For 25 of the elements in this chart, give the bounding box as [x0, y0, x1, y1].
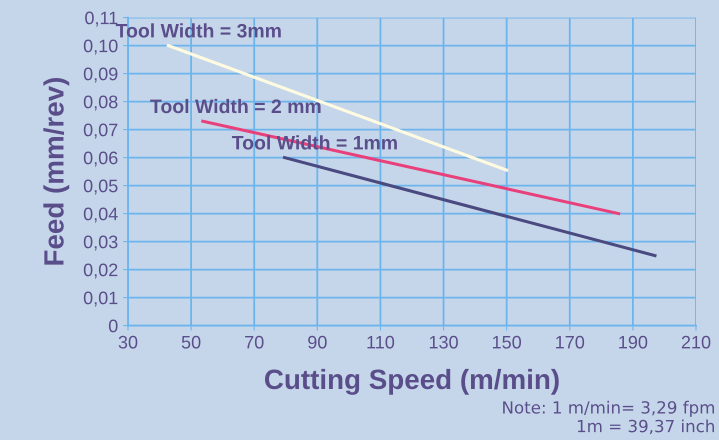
y-tick-label: 0,08	[84, 96, 118, 110]
x-tick-label: 130	[430, 336, 458, 349]
x-tick-label: 70	[245, 336, 264, 349]
x-axis-title: Cutting Speed (m/min)	[264, 368, 559, 395]
y-axis-title: Feed (mm/rev)	[43, 78, 70, 265]
y-tick-label: 0,01	[84, 292, 118, 306]
y-tick-label: 0,05	[84, 180, 118, 194]
x-tick-label: 170	[556, 336, 584, 349]
x-tick-label: 190	[619, 336, 648, 349]
y-tick-label: 0,02	[84, 264, 118, 278]
x-tick-label: 90	[308, 336, 327, 349]
x-tick-label: 210	[682, 336, 710, 349]
x-tick-label: 150	[492, 336, 522, 349]
x-tick-label: 110	[367, 336, 394, 349]
text: Note: 1 m/min= 3,29 fpm 1m = 39,37 inch	[503, 400, 714, 434]
y-tick-label: 0,10	[84, 40, 118, 54]
y-tick-label: 0,06	[84, 152, 118, 166]
x-tick-label: 50	[182, 336, 200, 349]
y-tick-label: 0,03	[84, 236, 118, 250]
y-tick-label: 0,09	[84, 68, 118, 82]
y-tick-label: 0,11	[85, 12, 118, 26]
y-tick-label: 0,07	[84, 124, 118, 138]
y-tick-label: 0	[108, 320, 118, 332]
y-tick-label: 0,04	[84, 208, 118, 222]
x-tick-label: 30	[118, 336, 138, 349]
